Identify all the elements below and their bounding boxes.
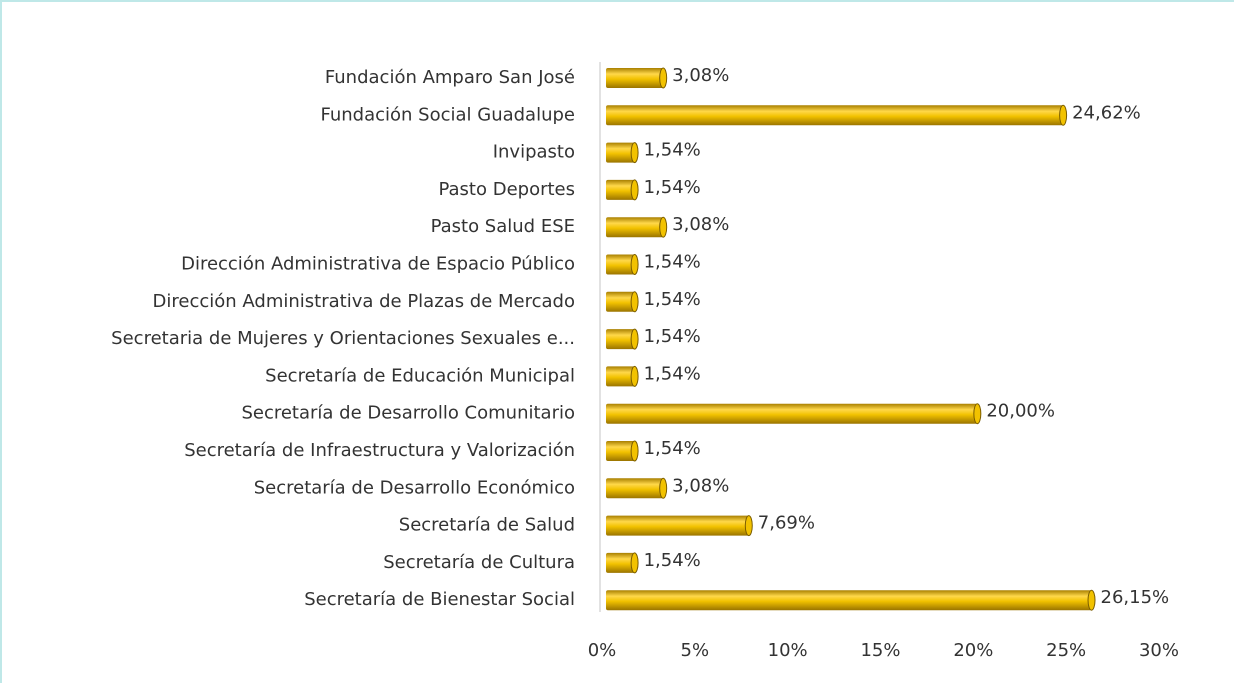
bar-cap — [1087, 589, 1096, 611]
bar — [606, 441, 635, 461]
y-tick-label: Secretaria de Mujeres y Orientaciones Se… — [111, 328, 575, 349]
bar-cap — [659, 67, 668, 89]
bar-cap — [1059, 104, 1068, 126]
y-tick-label: Secretaría de Cultura — [383, 552, 575, 573]
bar — [606, 403, 978, 424]
y-tick-label: Invipasto — [493, 142, 575, 163]
y-tick-label: Secretaría de Salud — [399, 515, 575, 536]
bar-cap — [630, 254, 639, 275]
value-label: 1,54% — [644, 363, 701, 384]
x-tick-label: 10% — [768, 640, 808, 661]
value-label: 1,54% — [644, 326, 701, 347]
bar — [606, 105, 1064, 126]
bar — [606, 366, 635, 387]
bar — [606, 515, 749, 536]
bar-cap — [630, 328, 639, 350]
bar-cap — [630, 365, 639, 387]
x-tick-label: 15% — [860, 640, 900, 661]
x-tick-label: 5% — [681, 640, 710, 661]
value-label: 26,15% — [1101, 587, 1170, 608]
x-tick-label: 25% — [1046, 640, 1086, 661]
bar — [606, 478, 664, 499]
bar — [606, 254, 635, 275]
y-tick-label: Pasto Deportes — [438, 179, 575, 200]
bar — [606, 142, 635, 163]
value-label: 1,54% — [644, 140, 701, 161]
bar-cap — [973, 403, 982, 425]
value-label: 1,54% — [644, 438, 701, 459]
y-tick-label: Secretaría de Educación Municipal — [265, 365, 575, 386]
y-tick-label: Secretaría de Bienestar Social — [304, 589, 575, 610]
bar-cap — [630, 142, 639, 164]
x-tick-label: 30% — [1139, 640, 1179, 661]
bar — [606, 217, 664, 238]
value-label: 3,08% — [672, 214, 729, 235]
y-tick-label: Secretaría de Desarrollo Económico — [254, 477, 575, 498]
x-tick-label: 20% — [953, 640, 993, 661]
value-label: 20,00% — [986, 401, 1055, 422]
bar-cap — [744, 515, 753, 537]
bar — [606, 590, 1092, 611]
bar-cap — [659, 216, 668, 238]
y-tick-label: Dirección Administrativa de Plazas de Me… — [153, 291, 575, 312]
y-tick-label: Pasto Salud ESE — [431, 216, 575, 237]
value-label: 3,08% — [672, 475, 729, 496]
value-label: 1,54% — [644, 550, 701, 571]
bar-cap — [659, 477, 668, 499]
value-label: 1,54% — [644, 177, 701, 198]
bar — [606, 329, 635, 350]
value-label: 1,54% — [644, 289, 701, 310]
bar-cap — [630, 552, 639, 574]
y-tick-label: Fundación Amparo San José — [325, 67, 575, 88]
bar-cap — [630, 179, 639, 201]
value-label: 7,69% — [758, 513, 815, 534]
value-label: 24,62% — [1072, 102, 1141, 123]
y-tick-label: Dirección Administrativa de Espacio Públ… — [181, 254, 575, 275]
y-tick-label: Secretaría de Desarrollo Comunitario — [241, 403, 575, 424]
bar-cap — [630, 291, 639, 313]
x-tick-label: 0% — [588, 640, 617, 661]
bar — [606, 552, 635, 573]
bar-cap — [630, 440, 639, 462]
value-label: 1,54% — [644, 252, 701, 273]
y-tick-label: Fundación Social Guadalupe — [320, 104, 575, 125]
y-tick-label: Secretaría de Infraestructura y Valoriza… — [184, 440, 575, 461]
bar — [606, 68, 664, 88]
bar — [606, 179, 635, 200]
bar — [606, 291, 635, 312]
value-label: 3,08% — [672, 65, 729, 86]
